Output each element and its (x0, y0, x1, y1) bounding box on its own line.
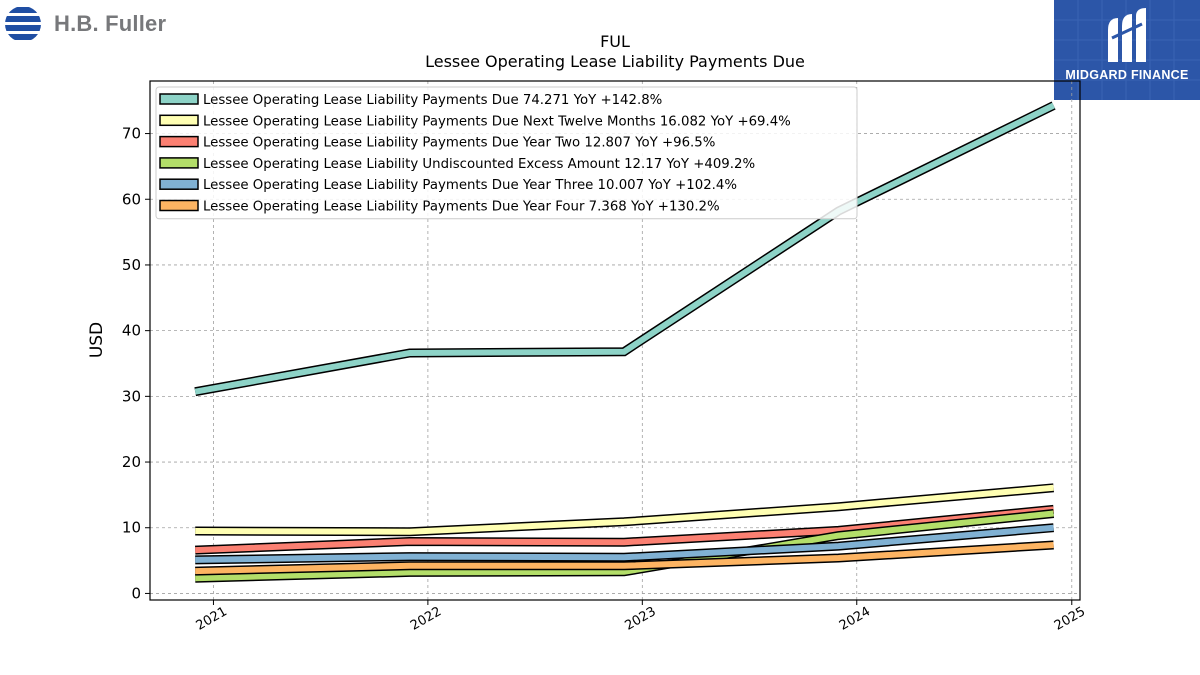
legend-label: Lessee Operating Lease Liability Payment… (203, 200, 720, 215)
x-tick-label: 2022 (408, 604, 444, 634)
legend-swatch (159, 157, 199, 169)
series-3-line (195, 506, 1054, 554)
legend-label: Lessee Operating Lease Liability Payment… (203, 136, 715, 151)
legend: Lessee Operating Lease Liability Payment… (155, 86, 858, 220)
legend-label: Lessee Operating Lease Liability Payment… (203, 114, 791, 129)
legend-swatch (159, 114, 199, 127)
y-tick-label: 50 (122, 256, 141, 274)
series-1-line (194, 102, 1055, 395)
legend-label: Lessee Operating Lease Liability Payment… (203, 178, 737, 193)
series-4-line (195, 510, 1054, 582)
midgard-m-icon (1108, 8, 1146, 62)
midgard-finance-logo: MIDGARD FINANCE (1054, 0, 1200, 100)
x-tick-label: 2025 (1052, 604, 1088, 634)
hb-fuller-globe-icon (5, 6, 41, 42)
y-tick-label: 60 (122, 190, 141, 208)
midgard-finance-wordmark: MIDGARD FINANCE (1065, 68, 1189, 82)
x-tick-label: 2021 (194, 604, 230, 634)
legend-label: Lessee Operating Lease Liability Undisco… (203, 157, 755, 172)
legend-swatch (159, 93, 199, 105)
y-tick-label: 20 (122, 453, 141, 471)
y-tick-label: 30 (122, 387, 141, 405)
legend-box (155, 86, 858, 220)
legend-label: Lessee Operating Lease Liability Payment… (203, 93, 662, 108)
plot-frame (149, 80, 1081, 601)
series-5-line (195, 524, 1054, 563)
y-tick-label: 40 (122, 322, 141, 340)
y-tick-label: 10 (122, 519, 141, 537)
legend-swatch (159, 199, 199, 212)
series-2-line (195, 484, 1054, 535)
y-tick-label: 0 (131, 584, 141, 602)
chart-title: Lessee Operating Lease Liability Payment… (425, 52, 805, 71)
chart-ticker: FUL (600, 32, 630, 51)
hb-fuller-wordmark: H.B. Fuller (54, 11, 167, 36)
series-lines (194, 101, 1056, 583)
y-axis-label: USD (87, 322, 107, 358)
x-tick-label: 2023 (622, 604, 658, 634)
legend-swatch (159, 135, 199, 148)
y-tick-label: 70 (122, 125, 141, 143)
legend-swatch (159, 178, 199, 190)
hb-fuller-logo: H.B. Fuller (4, 4, 166, 44)
series-6-line (195, 542, 1054, 575)
x-tick-label: 2024 (837, 604, 873, 634)
chart-title-block: FUL Lessee Operating Lease Liability Pay… (150, 32, 1080, 72)
